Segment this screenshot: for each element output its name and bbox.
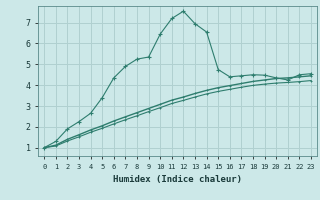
X-axis label: Humidex (Indice chaleur): Humidex (Indice chaleur)	[113, 175, 242, 184]
